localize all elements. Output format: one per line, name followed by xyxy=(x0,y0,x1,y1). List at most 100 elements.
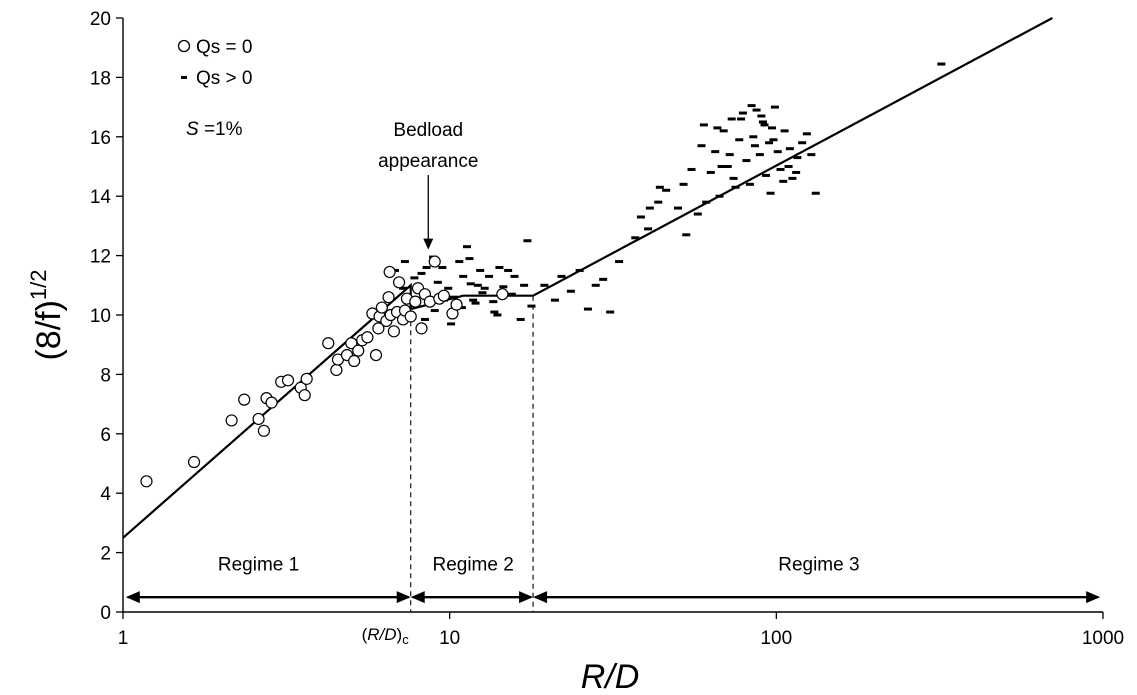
data-point-circle xyxy=(140,475,153,488)
data-point-dash xyxy=(745,182,754,186)
data-point-circle xyxy=(437,289,450,302)
regime-arrow-head xyxy=(396,591,411,604)
data-point-circle xyxy=(257,424,271,437)
data-point-dash xyxy=(792,170,801,174)
data-point-dash xyxy=(550,298,559,302)
data-point-dash xyxy=(768,126,777,130)
data-point-circle xyxy=(404,310,417,323)
data-point-dash xyxy=(478,291,487,295)
data-point-dash xyxy=(673,206,682,210)
regime-label: Regime 1 xyxy=(218,554,299,575)
data-point-dash xyxy=(430,309,439,313)
y-tick-label: 12 xyxy=(90,247,111,268)
y-tick-label: 4 xyxy=(100,484,111,505)
data-point-dash xyxy=(465,257,474,261)
data-point-dash xyxy=(493,313,502,317)
legend-dash-label: Qs > 0 xyxy=(196,68,253,89)
data-point-dash xyxy=(785,147,794,151)
data-point-circle xyxy=(187,455,201,469)
annotation-line-2: appearance xyxy=(378,151,478,172)
data-point-dash xyxy=(811,191,820,195)
legend-slope-value: =1% xyxy=(199,119,243,140)
data-point-dash xyxy=(499,285,508,289)
y-tick-label: 16 xyxy=(90,128,111,149)
data-point-dash xyxy=(463,245,472,249)
data-point-dash xyxy=(485,274,494,278)
legend-slope: S =1% xyxy=(186,119,243,140)
data-point-circle xyxy=(428,255,441,268)
critical-subscript: c xyxy=(402,632,409,647)
regime-label: Regime 3 xyxy=(778,554,859,575)
fit-line xyxy=(122,17,1053,539)
data-point-dash xyxy=(715,194,724,198)
data-point-dash xyxy=(784,165,793,168)
data-point-circle xyxy=(330,363,343,377)
data-point-dash xyxy=(410,276,419,280)
data-point-dash xyxy=(490,310,499,314)
regime-label: Regime 2 xyxy=(432,554,513,575)
data-point-dash xyxy=(752,108,761,112)
x-axis-title: R/D xyxy=(581,658,640,695)
data-point-circle xyxy=(225,414,238,427)
data-point-dash xyxy=(788,176,797,180)
data-point-dash xyxy=(773,150,782,154)
data-point-circle xyxy=(383,265,396,279)
data-point-dash xyxy=(399,286,408,290)
y-tick-label: 18 xyxy=(90,68,111,89)
critical-text: R/D xyxy=(367,625,396,644)
y-tick-label: 10 xyxy=(90,306,111,327)
data-point-dash xyxy=(438,265,447,269)
data-point-circle xyxy=(387,325,401,338)
data-point-dash xyxy=(645,206,654,210)
data-point-dash xyxy=(727,117,736,121)
critical-prefix: ( xyxy=(362,625,368,644)
data-point-dash xyxy=(937,62,946,66)
data-point-dash xyxy=(679,182,688,186)
x-tick-label: 1 xyxy=(118,628,129,649)
data-point-dash xyxy=(793,156,802,160)
bedload-annotation: Bedload appearance xyxy=(378,120,478,250)
data-point-dash xyxy=(510,274,519,278)
data-point-circle xyxy=(496,288,509,301)
legend-slope-symbol: S xyxy=(186,119,199,140)
data-point-dash xyxy=(471,301,480,305)
y-tick-label: 14 xyxy=(90,187,112,208)
data-point-dash xyxy=(723,165,732,168)
data-point-circle xyxy=(372,322,385,335)
data-point-dash xyxy=(766,191,775,195)
data-point-dash xyxy=(644,227,653,231)
data-point-dash xyxy=(697,144,706,148)
axes xyxy=(122,18,1103,613)
data-point-dash xyxy=(693,212,702,216)
data-point-dash xyxy=(469,298,478,302)
data-point-dash xyxy=(636,215,645,219)
data-point-circle xyxy=(265,396,278,409)
data-point-circle xyxy=(238,393,251,406)
data-point-dash xyxy=(725,153,734,157)
data-point-circle xyxy=(361,331,374,344)
legend-circle-marker xyxy=(177,39,191,53)
data-point-circle xyxy=(298,389,311,402)
data-point-dash xyxy=(523,239,532,243)
legend: Qs = 0 Qs > 0 S =1% xyxy=(177,37,253,140)
regime-arrow-head xyxy=(410,591,425,604)
data-point-dash xyxy=(682,233,691,237)
data-point-dash xyxy=(654,200,663,204)
data-point-dash xyxy=(606,310,615,314)
data-point-dash xyxy=(473,283,482,287)
data-point-dash xyxy=(631,236,640,240)
data-point-circle xyxy=(348,354,361,368)
data-point-dash xyxy=(449,295,458,299)
data-point-dash xyxy=(798,141,807,145)
y-tick-label: 8 xyxy=(100,365,111,386)
data-point-circle xyxy=(369,348,383,362)
regime-arrows: Regime 1 Regime 2 Regime 3 xyxy=(125,554,1101,604)
x-tick-label: 10 xyxy=(439,628,460,649)
data-point-dash xyxy=(711,150,720,154)
data-point-dash xyxy=(762,173,771,177)
data-point-dash xyxy=(599,277,608,281)
data-point-dash xyxy=(480,286,489,290)
data-point-dash xyxy=(583,307,592,311)
data-point-dash xyxy=(729,176,738,180)
data-point-dash xyxy=(776,167,785,171)
